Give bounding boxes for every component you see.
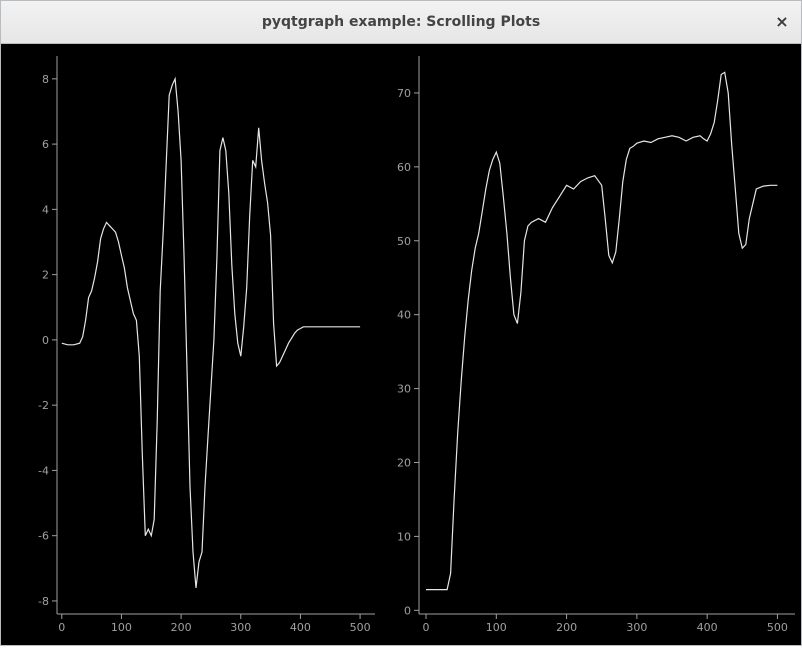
plot-2-x-tick-label: 400 xyxy=(697,621,718,634)
plot-1-x-tick-label: 400 xyxy=(290,621,311,634)
plot-2-y-tick-label: 10 xyxy=(397,530,411,543)
plot-1-x-tick-label: 100 xyxy=(111,621,132,634)
plot-2-x-tick-label: 500 xyxy=(767,621,788,634)
plot-2-x-tick-label: 100 xyxy=(486,621,507,634)
plot-1-y-tick-label: -4 xyxy=(38,464,49,477)
plot-1-y-tick-label: 8 xyxy=(42,73,49,86)
plot-2-series-line xyxy=(426,71,778,591)
plot-1-y-tick-label: 0 xyxy=(42,334,49,347)
plot-1-x-tick-label: 0 xyxy=(58,621,65,634)
plot-2-y-tick-label: 70 xyxy=(397,87,411,100)
plot-1-x-tick-label: 200 xyxy=(171,621,192,634)
plot-1-y-tick-label: 2 xyxy=(42,269,49,282)
close-icon[interactable]: × xyxy=(775,12,789,31)
plot-1-x-tick-label: 500 xyxy=(350,621,371,634)
plot-1-y-tick-label: -6 xyxy=(38,530,49,543)
window-title: pyqtgraph example: Scrolling Plots xyxy=(261,14,541,30)
plot-2-x-tick-label: 0 xyxy=(423,621,430,634)
plot-2-y-tick-label: 50 xyxy=(397,235,411,248)
plot-2-y-tick-label: 40 xyxy=(397,309,411,322)
plot-1-y-tick-label: -8 xyxy=(38,595,49,608)
plot-1-y-tick-label: 4 xyxy=(42,203,49,216)
plot-1-x-tick-label: 300 xyxy=(230,621,251,634)
plot-2-y-tick-label: 0 xyxy=(404,604,411,617)
plot-2-x-tick-label: 300 xyxy=(626,621,647,634)
plot-1-y-tick-label: 6 xyxy=(42,138,49,151)
plot-2-y-tick-label: 30 xyxy=(397,383,411,396)
plot-2-y-tick-label: 60 xyxy=(397,161,411,174)
plot-1-y-tick-label: -2 xyxy=(38,399,49,412)
plot-1-series-line xyxy=(61,76,361,588)
plot-2-y-tick-label: 20 xyxy=(397,456,411,469)
plot-area: -8 -6 -4 -2 0 2 4 6 8 0 100 200 300 400 500 0 10 20 30 40 50… xyxy=(1,44,801,645)
plot-2-x-tick-label: 200 xyxy=(556,621,577,634)
title-bar[interactable]: pyqtgraph example: Scrolling Plots × xyxy=(1,1,801,44)
